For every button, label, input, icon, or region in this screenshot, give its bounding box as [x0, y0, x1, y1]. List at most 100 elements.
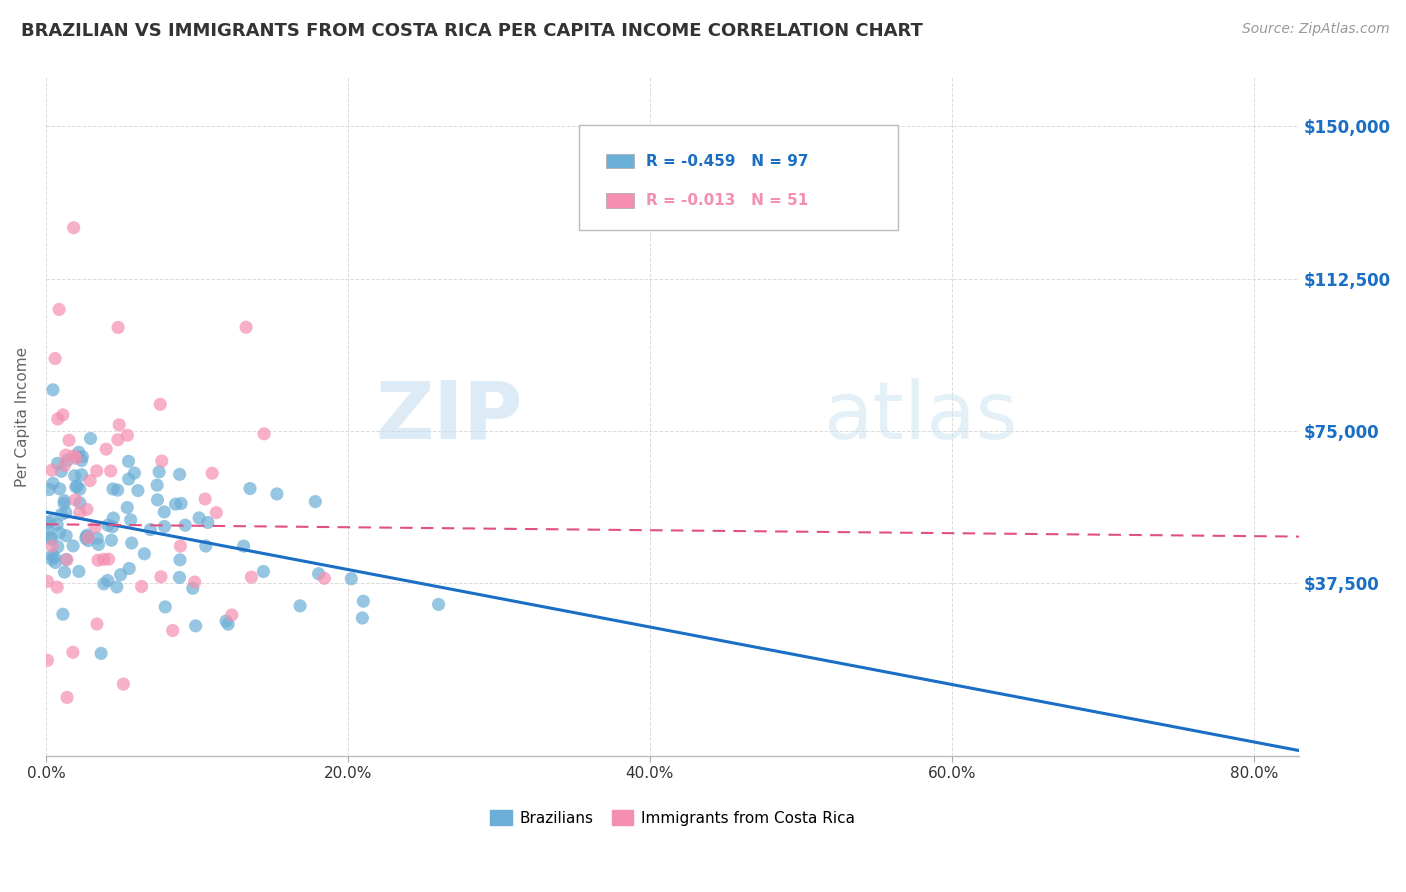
Point — [134, 547, 156, 561]
Point — [86, 464, 108, 478]
Point — [37, 523, 59, 537]
Point — [55, 552, 77, 566]
Point — [108, 417, 131, 432]
Point — [39, 530, 62, 544]
Point — [66, 479, 89, 493]
Point — [44, 351, 66, 366]
Point — [427, 598, 450, 612]
Point — [107, 483, 129, 497]
Point — [201, 467, 224, 481]
Point — [308, 566, 330, 581]
Point — [75, 532, 97, 546]
Point — [288, 599, 311, 613]
Point — [181, 581, 204, 595]
Point — [121, 536, 143, 550]
Point — [66, 450, 89, 464]
Point — [86, 617, 108, 632]
Point — [112, 677, 135, 691]
Point — [252, 565, 274, 579]
FancyBboxPatch shape — [606, 193, 634, 208]
Point — [52, 607, 75, 622]
Point — [37, 574, 59, 589]
Point — [101, 520, 124, 534]
Point — [118, 561, 141, 575]
Point — [77, 533, 100, 548]
Point — [87, 537, 110, 551]
Point — [76, 528, 98, 542]
FancyBboxPatch shape — [578, 125, 898, 230]
Point — [48, 302, 70, 317]
Point — [65, 492, 87, 507]
Point — [65, 451, 87, 466]
Point — [174, 518, 197, 533]
Point — [117, 500, 139, 515]
Point — [150, 454, 173, 468]
Point — [215, 614, 238, 628]
Point — [153, 505, 176, 519]
Point — [62, 645, 84, 659]
Point — [46, 517, 69, 532]
Point — [46, 580, 69, 594]
Point — [46, 540, 69, 554]
Point — [56, 453, 79, 467]
Point — [188, 511, 211, 525]
Point — [70, 453, 93, 467]
Point — [162, 624, 184, 638]
Point — [352, 611, 374, 625]
Y-axis label: Per Capita Income: Per Capita Income — [15, 347, 30, 487]
Point — [314, 571, 336, 585]
Point — [184, 575, 207, 590]
Point — [197, 516, 219, 530]
Point — [165, 497, 187, 511]
Point — [127, 483, 149, 498]
Point — [79, 432, 101, 446]
Point — [107, 320, 129, 334]
Point — [58, 434, 80, 448]
Point — [146, 492, 169, 507]
Legend: Brazilians, Immigrants from Costa Rica: Brazilians, Immigrants from Costa Rica — [484, 805, 860, 832]
Point — [44, 556, 66, 570]
Point — [79, 474, 101, 488]
Text: Source: ZipAtlas.com: Source: ZipAtlas.com — [1241, 22, 1389, 37]
Point — [232, 539, 254, 553]
Point — [52, 408, 75, 422]
Point — [239, 482, 262, 496]
Text: R = -0.459   N = 97: R = -0.459 N = 97 — [647, 153, 808, 169]
Point — [69, 482, 91, 496]
Point — [105, 580, 128, 594]
Point — [110, 567, 132, 582]
Point — [97, 574, 120, 588]
Point — [39, 514, 62, 528]
Point — [69, 496, 91, 510]
Point — [153, 519, 176, 533]
Point — [340, 572, 363, 586]
Point — [67, 445, 90, 459]
Point — [37, 516, 59, 530]
Point — [55, 506, 77, 520]
Point — [184, 619, 207, 633]
Point — [41, 463, 63, 477]
Point — [139, 523, 162, 537]
Point — [221, 607, 243, 622]
Point — [170, 496, 193, 510]
Point — [120, 513, 142, 527]
Point — [217, 617, 239, 632]
Point — [240, 570, 263, 584]
Point — [70, 467, 93, 482]
Point — [42, 383, 65, 397]
Point — [107, 433, 129, 447]
Point — [63, 449, 86, 463]
Point — [62, 220, 84, 235]
Point — [84, 520, 107, 534]
Point — [194, 491, 217, 506]
Point — [72, 450, 94, 464]
Point — [53, 496, 76, 510]
Point — [150, 570, 173, 584]
Point — [69, 506, 91, 520]
Point — [146, 478, 169, 492]
Point — [41, 552, 63, 566]
Text: ZIP: ZIP — [375, 377, 522, 456]
Point — [48, 525, 70, 540]
Point — [100, 533, 122, 548]
Point — [352, 594, 374, 608]
